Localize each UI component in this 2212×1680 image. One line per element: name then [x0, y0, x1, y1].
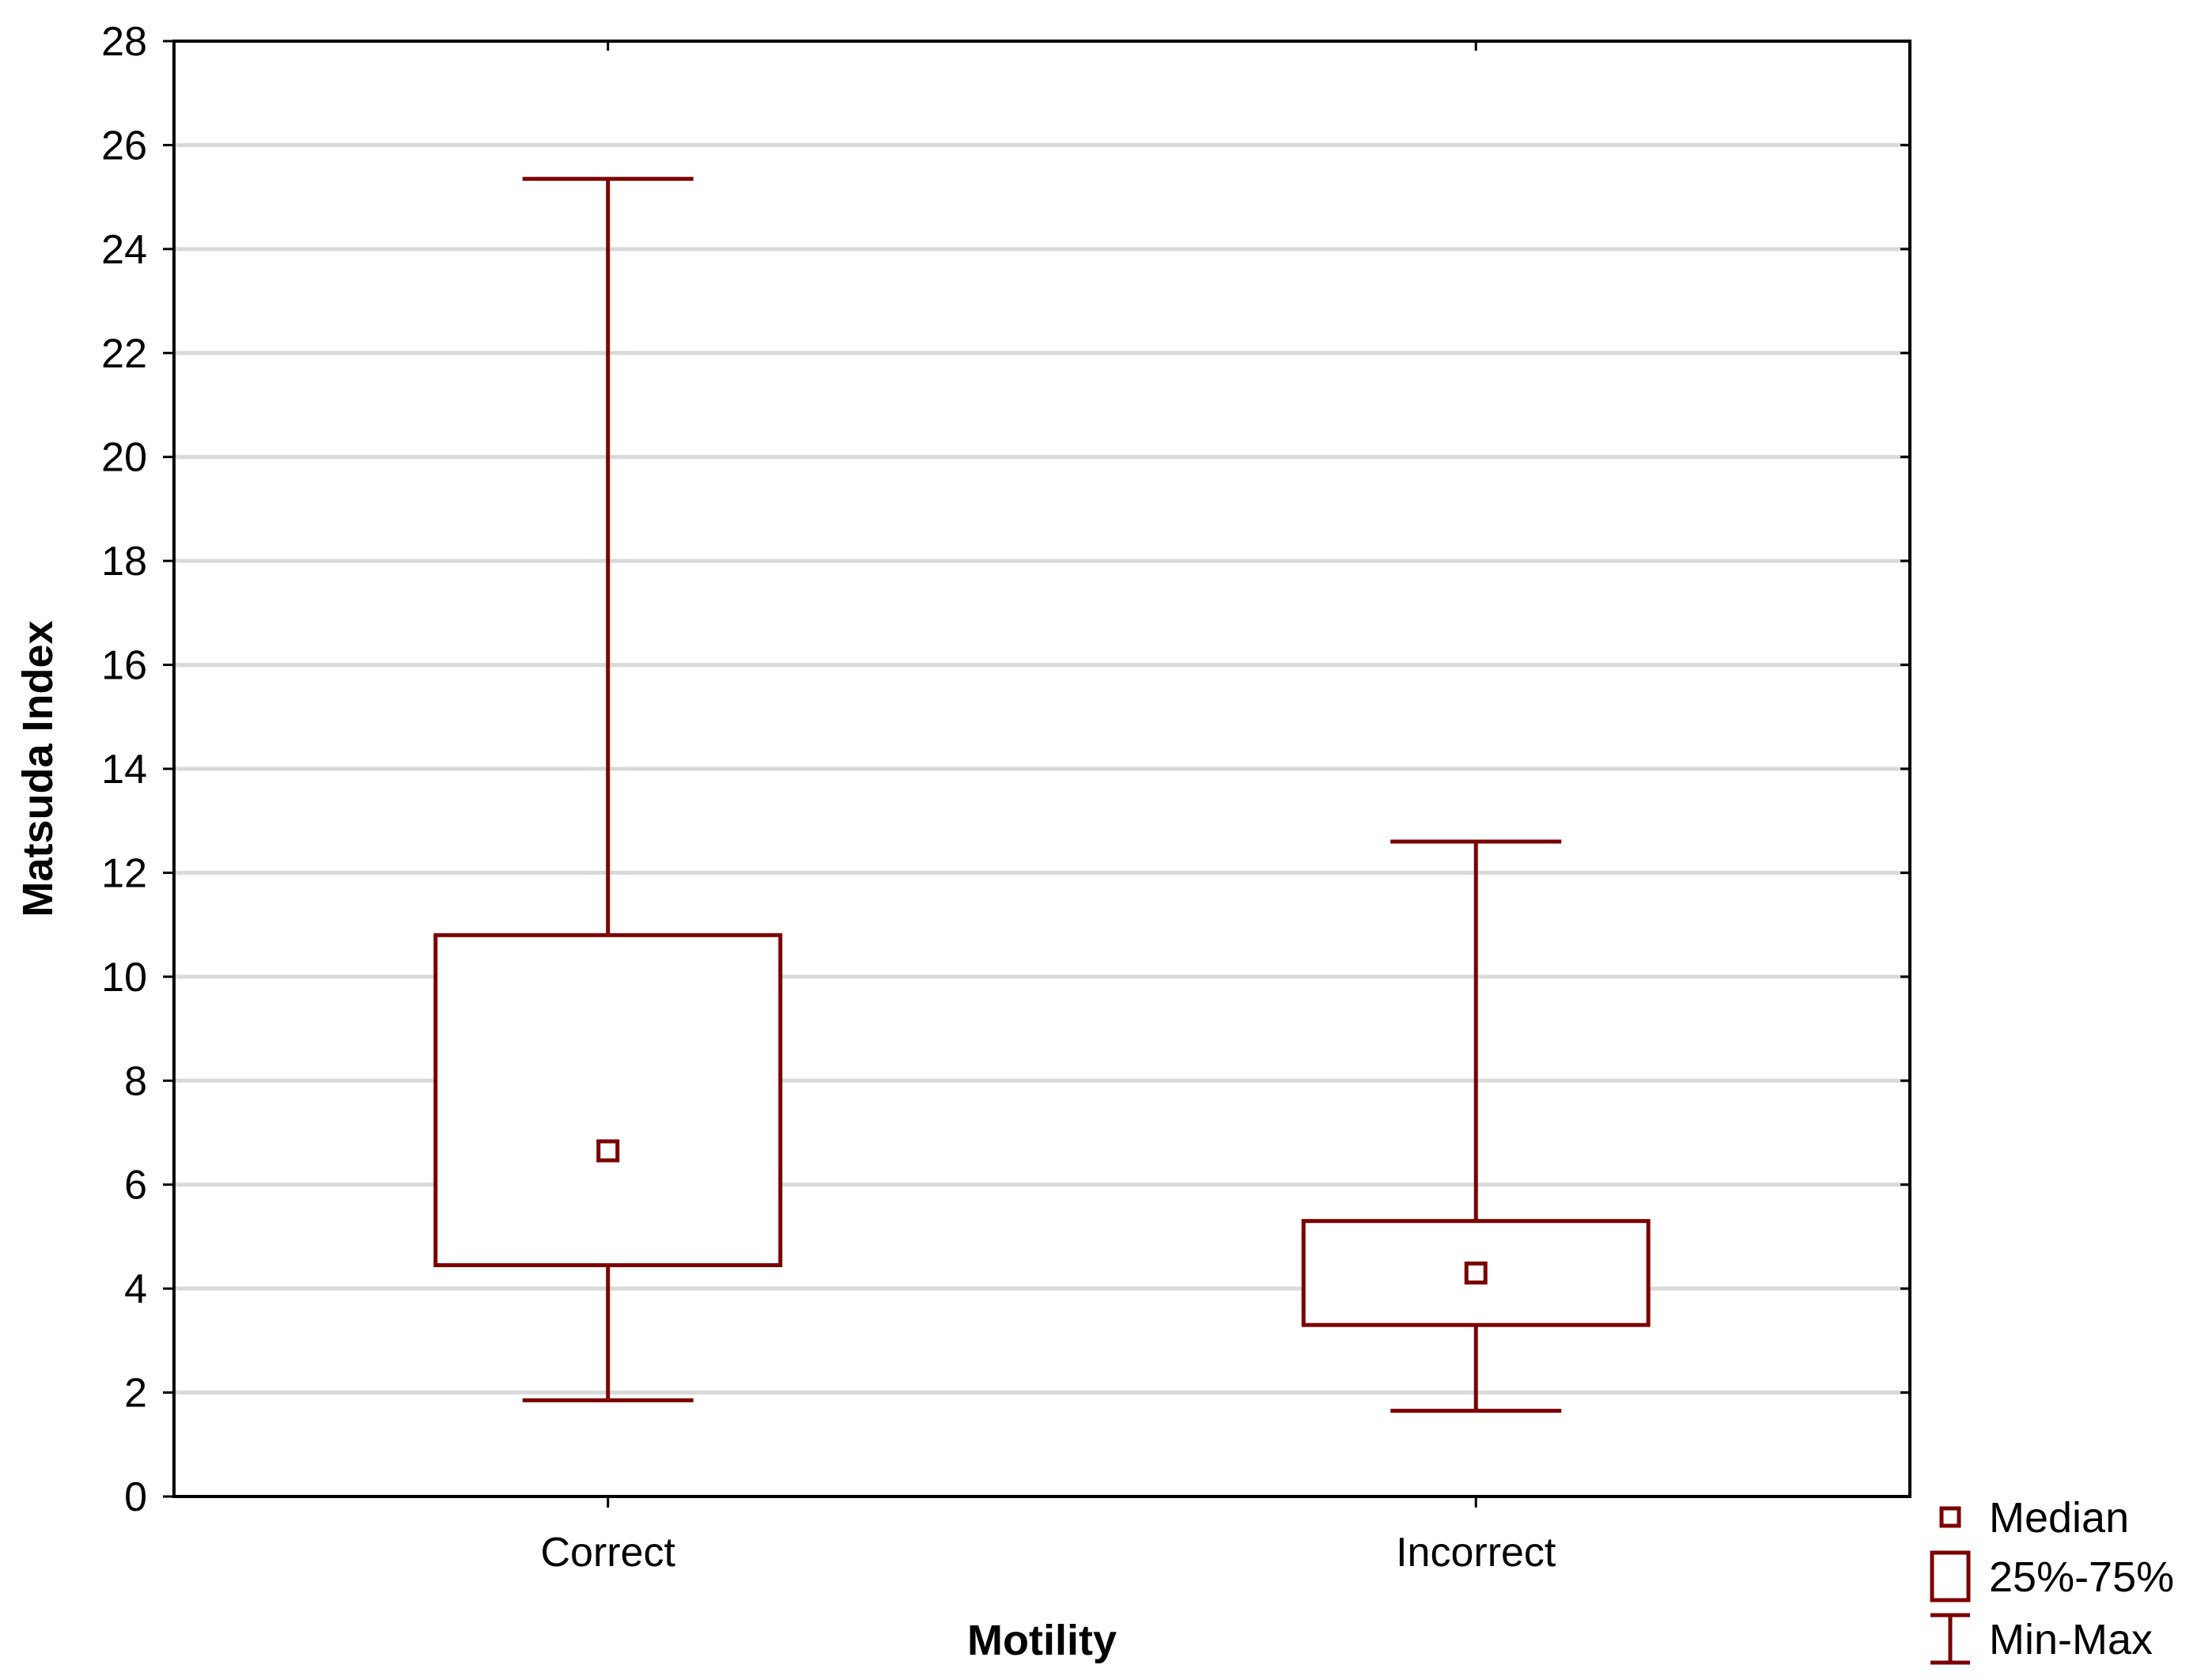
legend-item-whisker: Min-Max: [1930, 1613, 2153, 1665]
y-tick-label: 0: [124, 1474, 147, 1520]
legend-whisker-icon: [1930, 1613, 1970, 1665]
y-tick-label: 8: [124, 1058, 147, 1104]
box-group-incorrect: [1301, 839, 1650, 1413]
legend: Median 25%-75% Min-Max: [1930, 1494, 2174, 1665]
y-tick-label: 22: [101, 331, 147, 376]
y-tick-label: 2: [124, 1371, 147, 1417]
y-tick-label: 18: [101, 539, 147, 585]
legend-box-icon: [1930, 1550, 1971, 1602]
y-tick-label: 14: [101, 747, 147, 793]
y-tick-label: 4: [124, 1266, 147, 1312]
x-tick-label: Incorrect: [1396, 1530, 1556, 1576]
legend-median-icon: [1939, 1506, 1961, 1528]
x-tick-label: Correct: [541, 1530, 676, 1576]
iqr-box: [1301, 1219, 1650, 1327]
iqr-box: [433, 933, 783, 1268]
x-axis-title: Motility: [967, 1617, 1117, 1664]
y-tick-label: 24: [101, 227, 147, 273]
legend-item-box: 25%-75%: [1930, 1550, 2174, 1602]
y-tick-label: 28: [101, 19, 147, 65]
y-tick-label: 20: [101, 435, 147, 481]
y-tick-label: 12: [101, 850, 147, 896]
legend-label: Median: [1989, 1494, 2129, 1542]
y-tick-label: 16: [101, 643, 147, 689]
legend-item-median: Median: [1939, 1494, 2129, 1542]
y-tick-label: 26: [101, 123, 147, 168]
legend-label: Min-Max: [1989, 1616, 2153, 1663]
y-tick-label: 10: [101, 955, 147, 1001]
median-marker: [596, 1139, 620, 1163]
y-axis-title: Matsuda Index: [14, 620, 62, 917]
box-group-correct: [433, 176, 783, 1402]
box-plot-marks: [433, 176, 1650, 1413]
y-tick-label: 6: [124, 1163, 147, 1209]
median-marker: [1464, 1261, 1488, 1285]
legend-label: 25%-75%: [1989, 1553, 2174, 1601]
